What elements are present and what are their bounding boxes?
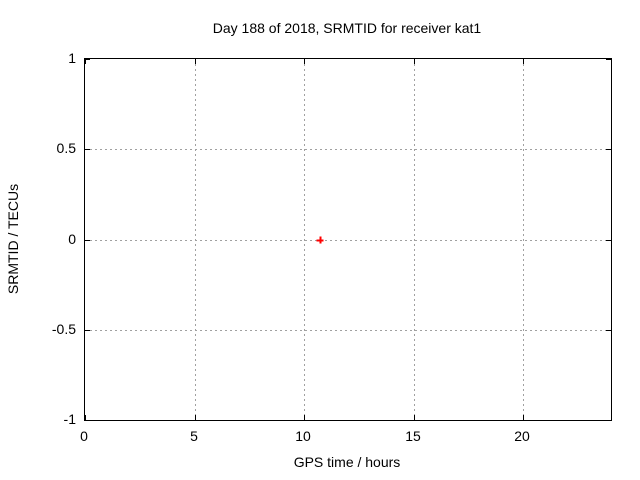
x-axis-label: GPS time / hours — [293, 454, 401, 470]
x-tick-label: 20 — [514, 428, 530, 444]
y-tick-mark-right — [606, 420, 611, 421]
plot-area — [84, 58, 612, 421]
y-tick-mark-right — [606, 330, 611, 331]
y-tick-label: -0.5 — [51, 321, 76, 337]
grid-line-vertical — [304, 59, 305, 420]
chart-title: Day 188 of 2018, SRMTID for receiver kat… — [212, 20, 482, 36]
x-tick-mark-bottom — [195, 415, 196, 420]
y-tick-mark-right — [606, 59, 611, 60]
y-tick-mark-left — [85, 59, 90, 60]
y-tick-mark-left — [85, 420, 90, 421]
y-tick-mark-right — [606, 149, 611, 150]
x-tick-label: 0 — [80, 428, 88, 444]
x-tick-mark-top — [414, 59, 415, 64]
x-tick-mark-bottom — [304, 415, 305, 420]
y-tick-mark-right — [606, 240, 611, 241]
grid-line-vertical — [195, 59, 196, 420]
x-tick-mark-top — [195, 59, 196, 64]
x-tick-mark-bottom — [523, 415, 524, 420]
y-tick-label: 0.5 — [56, 140, 76, 156]
y-tick-mark-left — [85, 149, 90, 150]
data-point-marker — [316, 236, 323, 243]
y-tick-label: -1 — [63, 411, 76, 427]
y-tick-mark-left — [85, 240, 90, 241]
grid-line-vertical — [523, 59, 524, 420]
x-tick-mark-top — [85, 59, 86, 64]
x-tick-mark-top — [523, 59, 524, 64]
marker-plus-vertical-bar — [319, 236, 321, 243]
x-tick-label: 15 — [405, 428, 421, 444]
y-tick-label: 0 — [68, 231, 76, 247]
x-tick-label: 5 — [190, 428, 198, 444]
x-tick-mark-bottom — [414, 415, 415, 420]
x-tick-label: 10 — [295, 428, 311, 444]
y-tick-label: 1 — [68, 50, 76, 66]
y-tick-mark-left — [85, 330, 90, 331]
grid-line-horizontal — [85, 240, 611, 241]
x-tick-mark-bottom — [85, 415, 86, 420]
grid-line-horizontal — [85, 330, 611, 331]
grid-line-vertical — [414, 59, 415, 420]
x-tick-mark-top — [304, 59, 305, 64]
grid-line-horizontal — [85, 149, 611, 150]
